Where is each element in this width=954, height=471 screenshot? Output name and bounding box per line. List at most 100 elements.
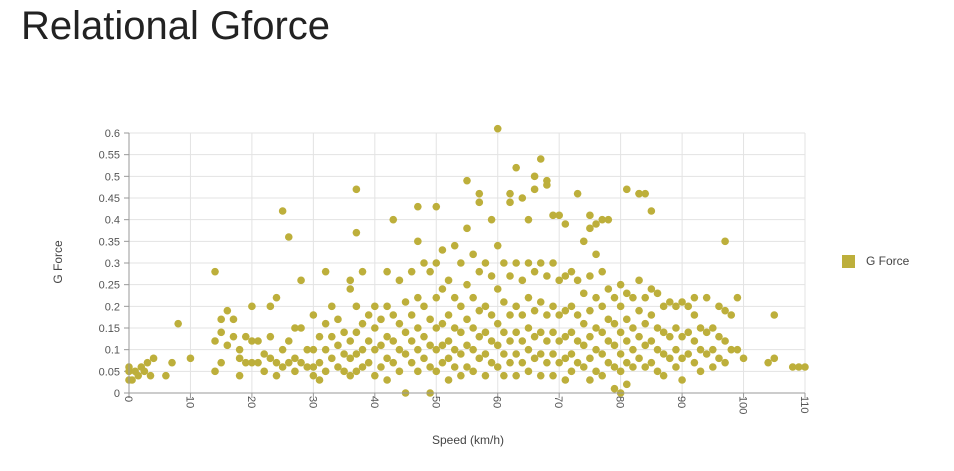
data-point — [641, 293, 650, 302]
y-tick-label: 0 — [114, 388, 120, 400]
data-point — [549, 328, 557, 337]
data-point — [598, 267, 606, 276]
data-point — [463, 280, 471, 289]
data-point — [444, 276, 453, 285]
data-point — [721, 237, 729, 246]
data-point — [340, 350, 348, 358]
data-point — [592, 293, 600, 302]
data-point — [297, 358, 305, 367]
data-point — [469, 367, 477, 376]
data-point — [493, 341, 502, 350]
data-point — [524, 259, 533, 267]
data-point — [678, 354, 686, 363]
data-point — [457, 259, 465, 267]
data-point — [266, 332, 275, 341]
data-point — [134, 371, 143, 380]
x-tick-label: 60 — [491, 396, 503, 408]
data-point — [241, 332, 250, 341]
data-point — [309, 345, 318, 354]
y-tick-label: 0.5 — [105, 171, 120, 183]
data-point — [420, 332, 428, 341]
y-tick-label: 0.4 — [105, 215, 120, 227]
data-point — [334, 363, 342, 371]
data-point — [653, 345, 662, 354]
data-point — [616, 302, 625, 311]
data-point — [450, 363, 459, 371]
data-point — [653, 367, 662, 376]
y-tick-label: 0.3 — [105, 258, 120, 270]
data-point — [450, 241, 459, 250]
data-point — [469, 250, 477, 259]
data-point — [598, 371, 606, 380]
y-axis-ticks: 0 0.05 0.1 0.15 0.2 0.25 0.3 0.35 0.4 0.45 0.5 0.55… — [99, 128, 129, 400]
data-point — [524, 367, 533, 376]
data-point — [444, 376, 453, 384]
data-point — [659, 328, 668, 337]
data-point — [383, 376, 391, 384]
data-point — [653, 324, 662, 332]
data-point — [647, 207, 656, 215]
data-point — [678, 298, 686, 306]
data-point — [297, 276, 305, 285]
data-point — [536, 328, 545, 337]
data-point — [174, 319, 182, 328]
x-axis-ticks: 0 10 20 30 40 50 60 70 80 90 100 110 — [122, 393, 810, 414]
data-point — [709, 324, 717, 332]
data-point — [684, 350, 693, 358]
data-point — [512, 259, 520, 267]
data-point — [659, 350, 668, 358]
data-point — [420, 302, 428, 311]
axes — [128, 133, 805, 394]
data-point — [610, 363, 619, 371]
data-point — [641, 341, 650, 350]
data-point — [291, 367, 299, 376]
data-point — [364, 337, 373, 345]
data-point — [248, 302, 256, 311]
data-point — [592, 345, 600, 354]
data-point — [709, 363, 717, 371]
y-tick-label: 0.6 — [105, 128, 120, 140]
data-point — [518, 337, 527, 345]
data-point — [487, 311, 496, 319]
data-point — [278, 363, 287, 371]
data-point — [272, 358, 281, 367]
data-point — [487, 272, 496, 280]
data-point — [266, 354, 275, 363]
x-tick-label: 110 — [798, 396, 810, 414]
x-tick-label: 80 — [614, 396, 626, 408]
data-point — [555, 211, 563, 220]
y-tick-label: 0.45 — [99, 193, 120, 205]
data-point — [518, 358, 527, 367]
data-point — [371, 302, 379, 311]
data-point — [690, 293, 699, 302]
data-point — [573, 358, 582, 367]
data-point — [672, 324, 680, 332]
data-point — [586, 306, 594, 315]
data-point — [647, 285, 656, 293]
data-point — [616, 367, 625, 376]
legend-label: G Force — [866, 254, 910, 268]
data-point — [512, 163, 520, 172]
data-point — [186, 354, 195, 363]
data-point — [635, 276, 643, 285]
data-point — [715, 302, 723, 311]
data-point — [622, 380, 631, 389]
data-point — [678, 332, 686, 341]
data-point — [217, 328, 225, 337]
data-point — [407, 311, 416, 319]
legend-swatch — [842, 255, 855, 268]
data-point — [536, 298, 545, 306]
data-point — [146, 371, 155, 380]
data-point — [721, 358, 729, 367]
data-point — [395, 319, 404, 328]
data-point — [536, 350, 545, 358]
data-point — [598, 302, 606, 311]
data-point — [266, 302, 275, 311]
data-point — [352, 328, 361, 337]
data-point — [696, 345, 705, 354]
data-point — [647, 358, 656, 367]
data-point — [727, 311, 736, 319]
data-point — [475, 332, 484, 341]
data-point — [579, 363, 588, 371]
data-point — [217, 358, 225, 367]
